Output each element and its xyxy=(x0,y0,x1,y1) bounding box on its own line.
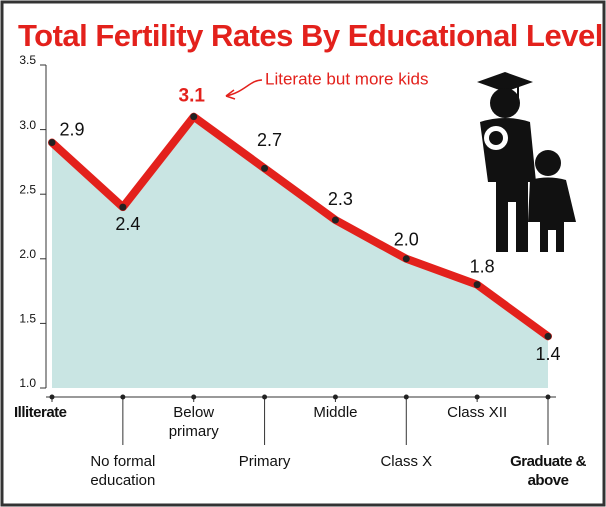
area xyxy=(52,117,548,388)
illustration xyxy=(477,72,576,252)
annotation: Literate but more kids xyxy=(265,69,428,88)
point xyxy=(119,204,126,211)
point xyxy=(545,333,552,340)
value-label: 2.4 xyxy=(115,214,140,234)
x-tick-label: No formal education xyxy=(78,452,168,490)
x-tick-label: Middle xyxy=(280,403,390,422)
chart-title: Total Fertility Rates By Educational Lev… xyxy=(18,18,603,53)
x-tick-dot xyxy=(50,395,55,400)
page: Total Fertility Rates By Educational Lev… xyxy=(0,0,606,507)
point xyxy=(403,255,410,262)
x-tick-label: Class X xyxy=(351,452,461,471)
y-tick-label: 3.5 xyxy=(19,53,36,67)
value-label: 1.4 xyxy=(535,344,560,364)
x-tick-label: Graduate & above xyxy=(510,452,586,490)
x-tick-dot xyxy=(333,395,338,400)
x-tick-label: Class XII xyxy=(422,403,532,422)
point xyxy=(261,165,268,172)
x-tick-dot xyxy=(475,395,480,400)
value-label: 2.0 xyxy=(394,230,419,250)
value-label: 3.1 xyxy=(179,86,206,107)
chart: Total Fertility Rates By Educational Lev… xyxy=(0,0,606,507)
x-tick-dot xyxy=(262,395,267,400)
point xyxy=(49,139,56,146)
point xyxy=(332,217,339,224)
x-tick-label: Illiterate xyxy=(14,403,124,422)
annotation-arrow xyxy=(226,80,262,96)
x-tick-dot xyxy=(191,395,196,400)
value-label: 2.7 xyxy=(257,130,282,150)
plot: 1.0 1.5 2.0 2.5 3.0 3.5 2.9 2.4 3.1 2.7 2.3 2.0 1.8 1… xyxy=(19,53,560,445)
y-tick-label: 3.0 xyxy=(19,118,36,132)
value-label: 2.3 xyxy=(328,189,353,209)
y-tick-label: 1.0 xyxy=(19,376,36,390)
value-label: 1.8 xyxy=(470,256,495,276)
point xyxy=(190,113,197,120)
x-tick-label: Primary xyxy=(210,452,320,471)
point xyxy=(474,281,481,288)
x-tick-label: Below primary xyxy=(154,403,234,441)
x-tick-dot xyxy=(404,395,409,400)
x-tick-dot xyxy=(120,395,125,400)
y-tick-label: 2.0 xyxy=(19,247,36,261)
value-label: 2.9 xyxy=(59,119,84,139)
y-tick-label: 1.5 xyxy=(19,312,36,326)
y-tick-label: 2.5 xyxy=(19,182,36,196)
x-tick-dot xyxy=(546,395,551,400)
